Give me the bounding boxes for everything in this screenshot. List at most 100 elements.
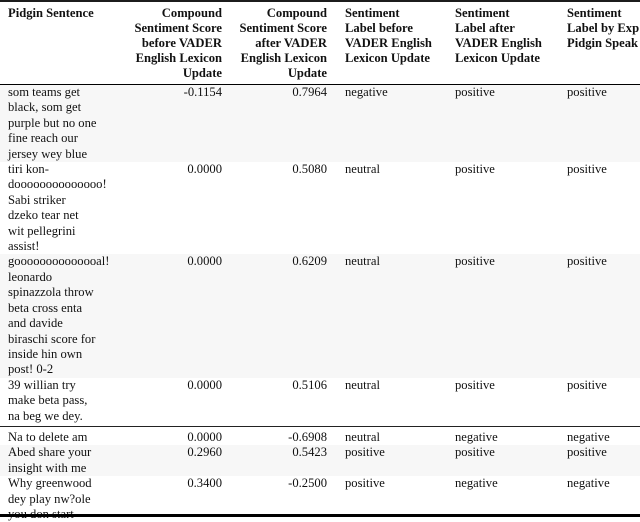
- label-expert-value: positive: [567, 445, 607, 460]
- table-bottom-rule: [0, 514, 640, 517]
- table-row: Na to delete am 0.0000 -0.6908 neutral n…: [0, 426, 640, 445]
- label-after-value: positive: [455, 85, 495, 100]
- label-before-value: negative: [345, 85, 388, 100]
- score-before-value: 0.0000: [187, 162, 222, 177]
- score-before-value: 0.2960: [187, 445, 222, 460]
- label-expert-value: positive: [567, 378, 607, 393]
- score-after-value: 0.5423: [292, 445, 327, 460]
- col-header-label-after-label: Sentiment Label after VADER English Lexi…: [455, 6, 542, 66]
- score-before-value: 0.3400: [187, 476, 222, 491]
- score-before-value: 0.0000: [187, 430, 222, 445]
- cell-label-before: negative: [332, 85, 442, 163]
- cell-label-expert: positive: [554, 85, 640, 163]
- cell-sentence: som teams get black, som get purple but …: [0, 85, 130, 163]
- cell-sentence: Na to delete am: [0, 426, 130, 445]
- cell-label-after: positive: [442, 254, 554, 377]
- cell-label-expert: positive: [554, 254, 640, 377]
- cell-score-after: 0.5080: [227, 162, 332, 254]
- pidgin-sentence-text: tiri kon- doooooooooooooo! Sabi striker …: [8, 162, 107, 254]
- cell-label-expert: negative: [554, 426, 640, 445]
- score-after-value: 0.5080: [292, 162, 327, 177]
- cell-label-after: positive: [442, 378, 554, 427]
- col-header-pidgin-sentence-label: Pidgin Sentence: [8, 6, 94, 21]
- score-after-value: 0.7964: [292, 85, 327, 100]
- label-before-value: neutral: [345, 430, 380, 445]
- cell-label-expert: positive: [554, 162, 640, 254]
- cell-label-after: positive: [442, 445, 554, 476]
- col-header-label-expert: Sentiment Label by Exp Pidgin Speak: [554, 1, 640, 85]
- cell-score-before: 0.0000: [130, 426, 227, 445]
- score-after-value: 0.5106: [292, 378, 327, 393]
- cell-label-before: neutral: [332, 426, 442, 445]
- cell-label-before: neutral: [332, 378, 442, 427]
- cell-label-after: negative: [442, 426, 554, 445]
- col-header-score-after-label: Compound Sentiment Score after VADER Eng…: [239, 6, 327, 81]
- cell-score-after: 0.5423: [227, 445, 332, 476]
- label-after-value: negative: [455, 476, 498, 491]
- pidgin-sentence-text: som teams get black, som get purple but …: [8, 85, 97, 162]
- cell-score-after: 0.6209: [227, 254, 332, 377]
- label-before-value: neutral: [345, 378, 380, 393]
- cell-score-before: 0.0000: [130, 254, 227, 377]
- pidgin-sentence-text: Abed share your insight with me: [8, 445, 91, 476]
- label-expert-value: negative: [567, 430, 610, 445]
- label-expert-value: negative: [567, 476, 610, 491]
- table-body: som teams get black, som get purple but …: [0, 85, 640, 522]
- table-header: Pidgin Sentence Compound Sentiment Score…: [0, 1, 640, 85]
- score-before-value: -0.1154: [184, 85, 222, 100]
- label-after-value: positive: [455, 445, 495, 460]
- cell-score-before: -0.1154: [130, 85, 227, 163]
- cell-sentence: goooooooooooooal! leonardo spinazzola th…: [0, 254, 130, 377]
- label-after-value: positive: [455, 378, 495, 393]
- label-before-value: positive: [345, 476, 385, 491]
- cell-score-before: 0.0000: [130, 162, 227, 254]
- header-row: Pidgin Sentence Compound Sentiment Score…: [0, 1, 640, 85]
- cell-label-before: positive: [332, 445, 442, 476]
- table-row: Abed share your insight with me 0.2960 0…: [0, 445, 640, 476]
- label-after-value: positive: [455, 162, 495, 177]
- col-header-label-expert-label: Sentiment Label by Exp Pidgin Speak: [567, 6, 639, 51]
- cell-label-expert: positive: [554, 445, 640, 476]
- col-header-label-before: Sentiment Label before VADER English Lex…: [332, 1, 442, 85]
- cell-sentence: 39 willian try make beta pass, na beg we…: [0, 378, 130, 427]
- label-after-value: positive: [455, 254, 495, 269]
- cell-label-before: neutral: [332, 162, 442, 254]
- label-expert-value: positive: [567, 162, 607, 177]
- label-expert-value: positive: [567, 85, 607, 100]
- pidgin-sentence-text: Na to delete am: [8, 430, 87, 445]
- col-header-score-after: Compound Sentiment Score after VADER Eng…: [227, 1, 332, 85]
- score-after-value: -0.2500: [288, 476, 327, 491]
- score-before-value: 0.0000: [187, 254, 222, 269]
- col-header-pidgin-sentence: Pidgin Sentence: [0, 1, 130, 85]
- cell-label-expert: positive: [554, 378, 640, 427]
- score-after-value: 0.6209: [292, 254, 327, 269]
- cell-label-before: neutral: [332, 254, 442, 377]
- col-header-score-before: Compound Sentiment Score before VADER En…: [130, 1, 227, 85]
- pidgin-sentence-text: 39 willian try make beta pass, na beg we…: [8, 378, 87, 424]
- cell-sentence: Abed share your insight with me: [0, 445, 130, 476]
- table-row: goooooooooooooal! leonardo spinazzola th…: [0, 254, 640, 377]
- cell-sentence: tiri kon- doooooooooooooo! Sabi striker …: [0, 162, 130, 254]
- score-after-value: -0.6908: [288, 430, 327, 445]
- col-header-label-before-label: Sentiment Label before VADER English Lex…: [345, 6, 432, 66]
- cell-score-after: -0.6908: [227, 426, 332, 445]
- cell-score-after: 0.7964: [227, 85, 332, 163]
- col-header-label-after: Sentiment Label after VADER English Lexi…: [442, 1, 554, 85]
- label-before-value: positive: [345, 445, 385, 460]
- cell-label-after: positive: [442, 85, 554, 163]
- cell-score-before: 0.2960: [130, 445, 227, 476]
- cell-score-after: 0.5106: [227, 378, 332, 427]
- label-before-value: neutral: [345, 254, 380, 269]
- table-row: tiri kon- doooooooooooooo! Sabi striker …: [0, 162, 640, 254]
- score-before-value: 0.0000: [187, 378, 222, 393]
- table-row: 39 willian try make beta pass, na beg we…: [0, 378, 640, 427]
- label-expert-value: positive: [567, 254, 607, 269]
- label-before-value: neutral: [345, 162, 380, 177]
- cell-label-after: positive: [442, 162, 554, 254]
- cell-score-before: 0.0000: [130, 378, 227, 427]
- label-after-value: negative: [455, 430, 498, 445]
- table-row: som teams get black, som get purple but …: [0, 85, 640, 163]
- col-header-score-before-label: Compound Sentiment Score before VADER En…: [134, 6, 222, 81]
- pidgin-sentence-text: goooooooooooooal! leonardo spinazzola th…: [8, 254, 109, 377]
